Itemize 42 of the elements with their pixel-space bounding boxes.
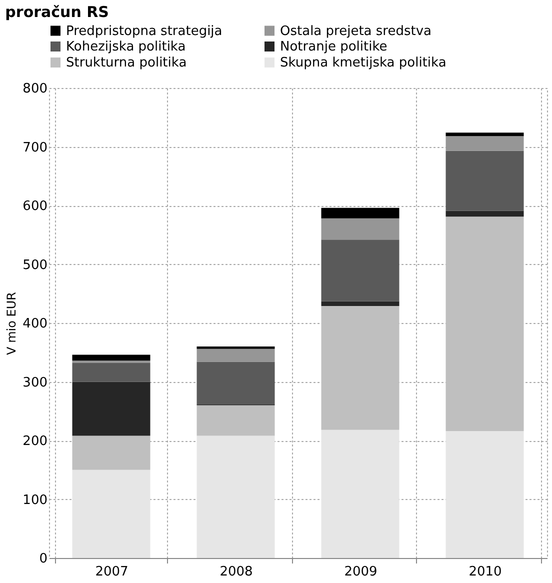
bar — [196, 436, 275, 558]
bar — [446, 431, 524, 558]
bar — [446, 132, 524, 136]
bar — [321, 306, 400, 430]
bar — [72, 470, 150, 558]
x-tick-label: 2009 — [344, 564, 378, 580]
bar — [321, 301, 400, 306]
bar — [321, 208, 400, 218]
y-axis-title: V mio EUR — [4, 292, 19, 355]
y-tick-label: 400 — [22, 316, 48, 332]
legend-label: Strukturna politika — [66, 56, 187, 70]
bar — [72, 382, 150, 436]
y-tick-label: 0 — [39, 552, 48, 566]
y-tick-label: 200 — [22, 434, 48, 449]
bar — [321, 218, 400, 240]
bar — [446, 150, 524, 211]
y-tick-label: 600 — [22, 199, 48, 214]
x-tick-label: 2010 — [468, 564, 502, 580]
bar — [196, 348, 275, 362]
chart-title: proračun RS — [5, 3, 109, 21]
bar — [446, 136, 524, 151]
bar — [72, 436, 150, 470]
legend-label: Ostala prejeta sredstva — [280, 24, 432, 39]
bar — [196, 362, 275, 404]
legend-label: Skupna kmetijska politika — [280, 56, 446, 70]
bar — [321, 430, 400, 558]
y-tick-label: 800 — [22, 82, 48, 96]
bar — [196, 405, 275, 436]
legend-label: Kohezijska politika — [66, 40, 186, 54]
y-tick-label: 700 — [22, 140, 48, 156]
y-tick-label: 100 — [22, 492, 48, 508]
legend-label: Notranje politike — [280, 40, 388, 54]
legend-label: Predpristopna strategija — [66, 24, 222, 39]
bar — [321, 240, 400, 302]
bar — [446, 210, 524, 217]
bar — [72, 362, 150, 382]
x-tick-label: 2008 — [220, 564, 253, 580]
y-tick-label: 300 — [22, 375, 48, 390]
bar — [72, 354, 150, 361]
y-tick-label: 500 — [22, 258, 48, 273]
bar — [446, 216, 524, 432]
x-tick-label: 2007 — [95, 564, 128, 580]
